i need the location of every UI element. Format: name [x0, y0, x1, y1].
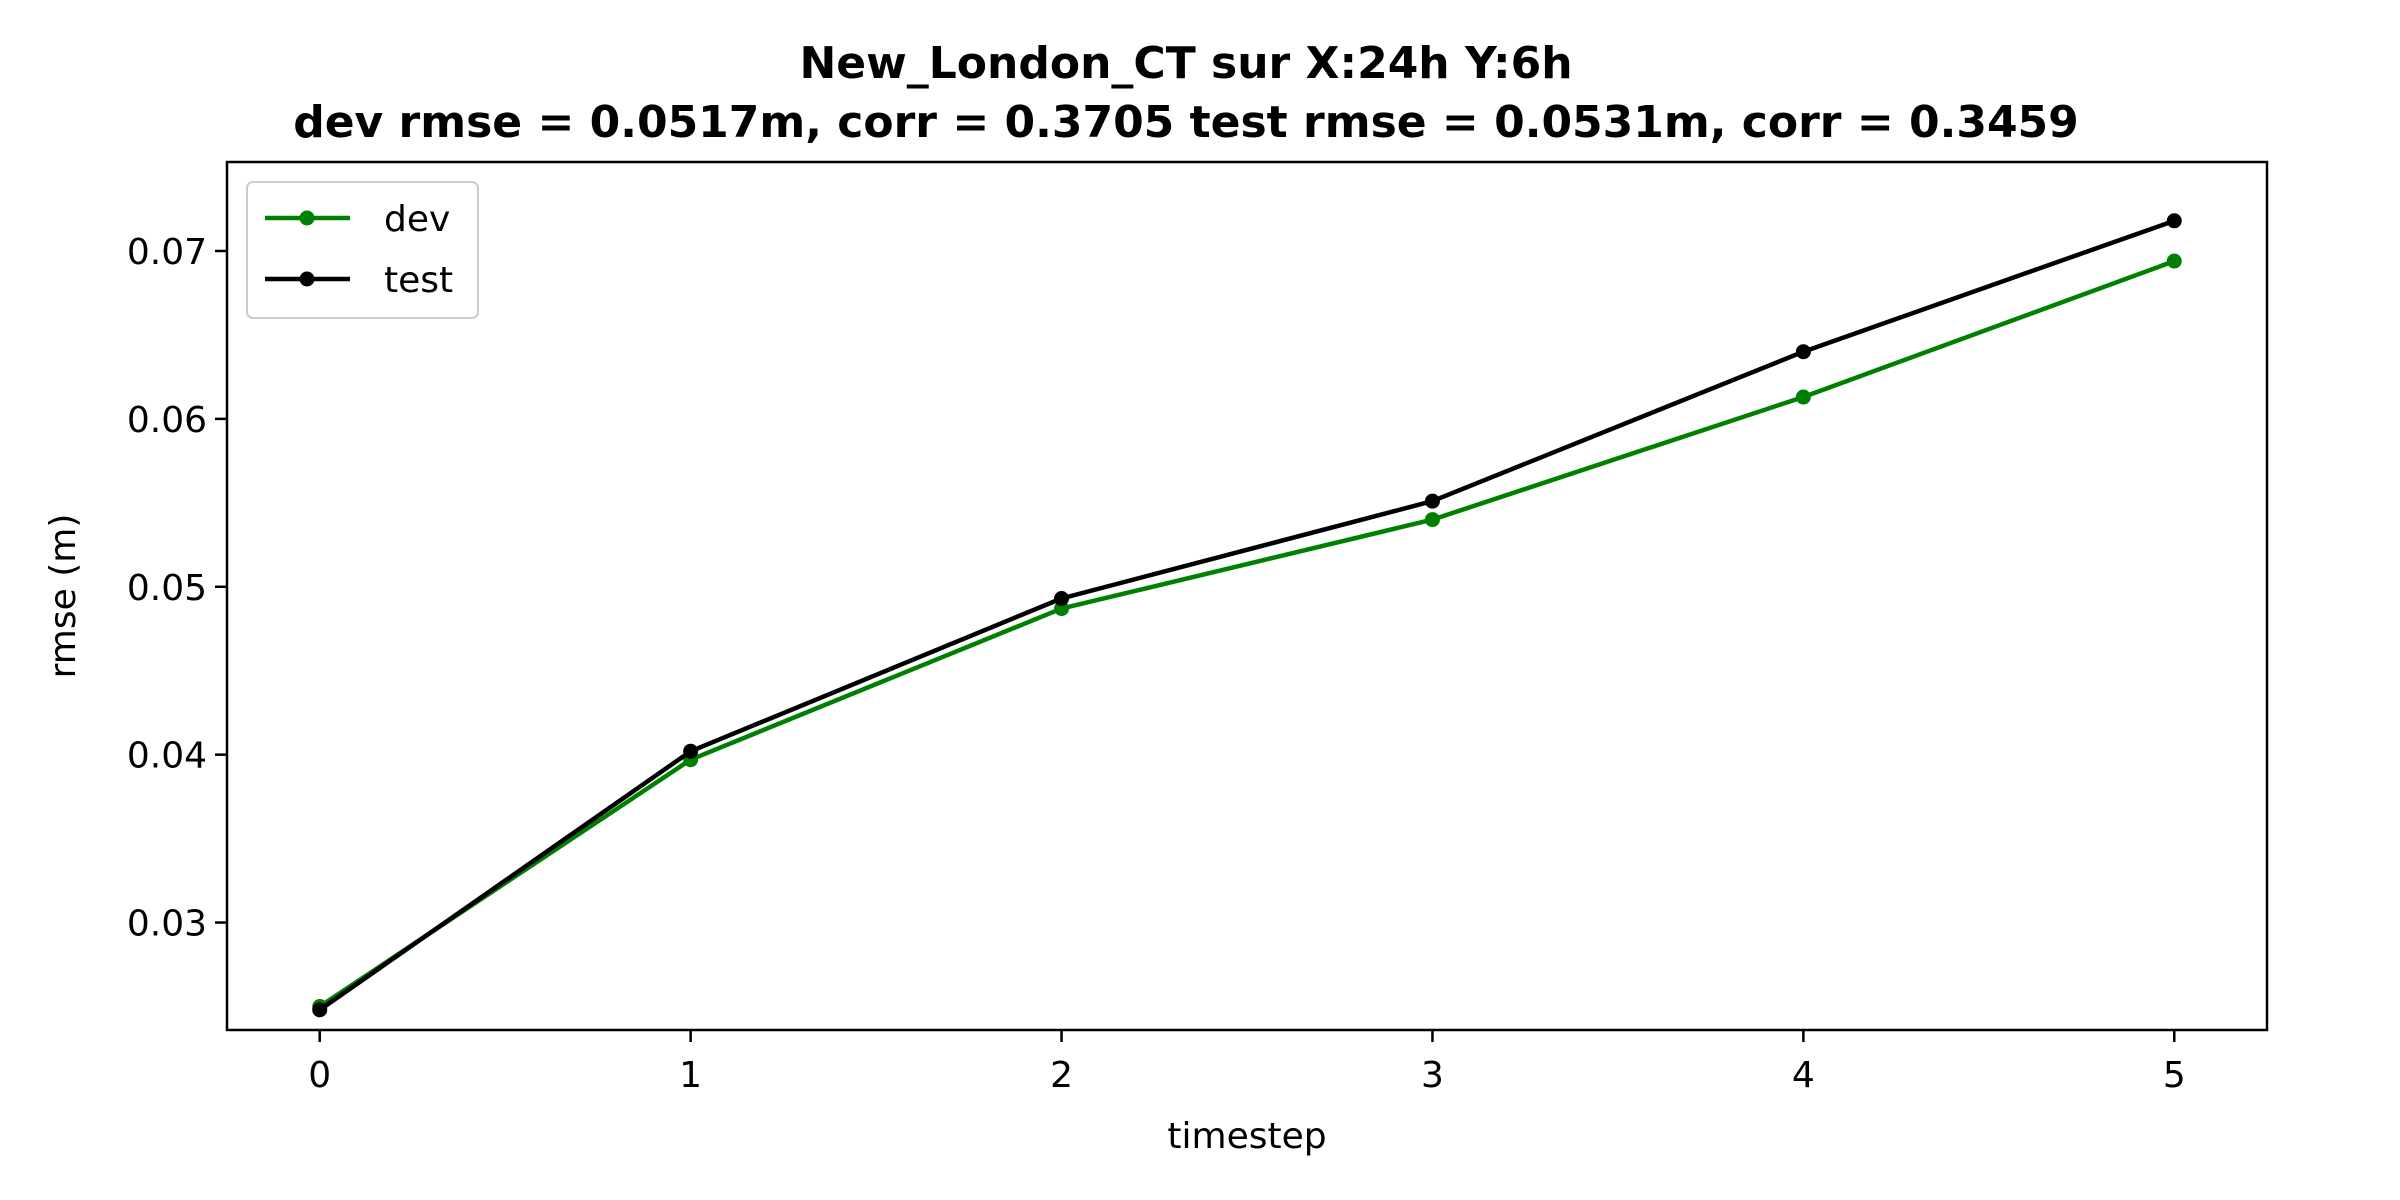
y-tick-label: 0.06 [127, 400, 207, 441]
data-point-test [683, 743, 699, 759]
chart-title-line-1: New_London_CT sur X:24h Y:6h [799, 38, 1572, 89]
plot-area-frame [225, 160, 2269, 1032]
legend-label-test: test [384, 260, 453, 301]
y-tick-label: 0.07 [127, 232, 207, 273]
x-tick-label: 5 [2163, 1055, 2186, 1096]
legend: dev test [246, 181, 479, 319]
x-axis-label: timestep [1167, 1116, 1326, 1157]
x-tick-label: 3 [1421, 1055, 1444, 1096]
x-axis-ticks: 0 1 2 3 4 5 [308, 1030, 2186, 1096]
y-tick-label: 0.05 [127, 568, 207, 609]
legend-marker-test [299, 271, 315, 287]
y-axis-label: rmse (m) [43, 514, 84, 679]
y-axis-ticks: 0.03 0.04 0.05 0.06 0.07 [127, 232, 227, 945]
x-tick-label: 4 [1792, 1055, 1815, 1096]
data-point-dev [1795, 389, 1811, 405]
legend-marker-dev [299, 210, 315, 226]
x-tick-label: 1 [679, 1055, 702, 1096]
data-point-test [312, 1002, 328, 1018]
data-point-test [2166, 213, 2182, 229]
series-line-test [318, 218, 2176, 1012]
y-tick-label: 0.03 [127, 904, 207, 945]
data-point-dev [1424, 512, 1440, 528]
legend-items: dev test [265, 199, 453, 301]
data-point-test [1424, 493, 1440, 509]
data-point-test [1795, 344, 1811, 360]
x-tick-label: 2 [1050, 1055, 1073, 1096]
data-point-dev [2166, 253, 2182, 269]
x-tick-label: 0 [308, 1055, 331, 1096]
y-tick-label: 0.04 [127, 736, 207, 777]
chart-title-line-2: dev rmse = 0.0517m, corr = 0.3705 test r… [293, 97, 2079, 148]
series-test [312, 213, 2182, 1018]
legend-label-dev: dev [384, 199, 450, 240]
series-line-dev [318, 258, 2176, 1009]
series-layer [312, 213, 2182, 1018]
data-point-test [1054, 591, 1070, 607]
